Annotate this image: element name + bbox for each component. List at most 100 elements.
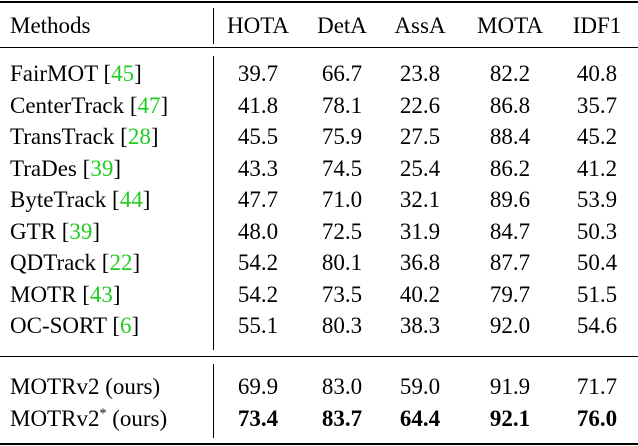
value-cell: 72.5	[321, 218, 363, 244]
value-cell: 71.7	[576, 374, 618, 399]
value-cell: 51.5	[576, 281, 618, 307]
table-row: TransTrack [28] 45.5 75.9 27.5 88.4 45.2	[0, 121, 638, 152]
method-cell: MOTRv2* (ours)	[10, 403, 167, 434]
bottom-rule	[0, 443, 638, 445]
citation: [6]	[112, 313, 140, 338]
value-cell: 88.4	[489, 124, 531, 149]
value-cell: 45.2	[576, 124, 618, 149]
table-row: FairMOT [45] 39.7 66.7 23.8 82.2 40.8	[0, 58, 638, 89]
table-row: MOTRv2 (ours) 69.9 83.0 59.0 91.9 71.7	[0, 371, 638, 402]
citation: [45]	[103, 61, 142, 86]
value-cell: 41.2	[576, 155, 618, 181]
citation: [39]	[61, 218, 101, 244]
table-row: GTR [39] 48.0 72.5 31.9 84.7 50.3	[0, 216, 638, 247]
value-cell: 89.6	[489, 187, 531, 212]
value-cell: 35.7	[576, 92, 618, 118]
method-note: (ours)	[105, 374, 161, 399]
value-cell: 47.7	[237, 187, 279, 212]
value-cell: 92.1	[489, 406, 531, 431]
method-name: TransTrack	[10, 124, 115, 149]
method-name: MOTRv2	[10, 374, 100, 399]
method-cell: MOTRv2 (ours)	[10, 371, 160, 402]
value-cell: 48.0	[237, 218, 279, 244]
value-cell: 80.1	[321, 250, 363, 275]
value-cell: 40.8	[576, 61, 618, 86]
citation: [44]	[112, 187, 151, 212]
value-cell: 53.9	[576, 187, 618, 212]
value-cell: 38.3	[399, 313, 441, 338]
citation: [22]	[101, 250, 141, 275]
value-cell: 36.8	[399, 250, 441, 275]
value-cell: 22.6	[399, 92, 441, 118]
group-rule	[0, 356, 638, 357]
header-cell: Methods	[10, 13, 91, 38]
value-cell: 39.7	[237, 61, 279, 86]
method-name: QDTrack	[10, 250, 97, 275]
column-divider	[213, 56, 214, 350]
value-cell: 54.2	[237, 281, 279, 307]
table-row: QDTrack [22] 54.2 80.1 36.8 87.7 50.4	[0, 247, 638, 278]
method-name: GTR	[10, 218, 56, 244]
header-cell: AssA	[394, 13, 446, 38]
value-cell: 76.0	[576, 406, 618, 431]
value-cell: 54.2	[237, 250, 279, 275]
top-rule	[0, 1, 638, 3]
method-cell: OC-SORT [6]	[10, 310, 139, 341]
value-cell: 75.9	[321, 124, 363, 149]
method-cell: GTR [39]	[10, 216, 100, 247]
value-cell: 87.7	[489, 250, 531, 275]
method-cell: ByteTrack [44]	[10, 184, 150, 215]
column-divider	[213, 8, 214, 44]
citation: [47]	[129, 92, 169, 118]
value-cell: 59.0	[399, 374, 441, 399]
value-cell: 45.5	[237, 124, 279, 149]
value-cell: 92.0	[489, 313, 531, 338]
header-rule	[0, 47, 638, 48]
value-cell: 50.4	[576, 250, 618, 275]
value-cell: 83.7	[321, 406, 363, 431]
method-name: OC-SORT	[10, 313, 107, 338]
method-name: ByteTrack	[10, 187, 107, 212]
table-row: OC-SORT [6] 55.1 80.3 38.3 92.0 54.6	[0, 310, 638, 341]
value-cell: 69.9	[237, 374, 279, 399]
header-cell: DetA	[317, 13, 367, 38]
method-cell: TransTrack [28]	[10, 121, 158, 152]
value-cell: 64.4	[399, 406, 441, 431]
value-cell: 32.1	[399, 187, 441, 212]
table-row: TraDes [39] 43.3 74.5 25.4 86.2 41.2	[0, 153, 638, 184]
table-row: MOTRv2* (ours) 73.4 83.7 64.4 92.1 76.0	[0, 403, 638, 434]
value-cell: 79.7	[489, 281, 531, 307]
method-cell: TraDes [39]	[10, 153, 121, 184]
value-cell: 73.5	[321, 281, 363, 307]
value-cell: 74.5	[321, 155, 363, 181]
value-cell: 82.2	[489, 61, 531, 86]
value-cell: 40.2	[399, 281, 441, 307]
value-cell: 86.8	[489, 92, 531, 118]
value-cell: 71.0	[321, 187, 363, 212]
method-cell: QDTrack [22]	[10, 247, 140, 278]
value-cell: 80.3	[321, 313, 363, 338]
header-cell: HOTA	[226, 13, 290, 38]
method-name: MOTRv2	[10, 406, 100, 431]
value-cell: 43.3	[237, 155, 279, 181]
header-cell: MOTA	[477, 13, 543, 38]
value-cell: 27.5	[399, 124, 441, 149]
table-row: ByteTrack [44] 47.7 71.0 32.1 89.6 53.9	[0, 184, 638, 215]
table-row: MOTR [43] 54.2 73.5 40.2 79.7 51.5	[0, 279, 638, 310]
method-name: FairMOT	[10, 61, 98, 86]
header-row: Methods HOTA DetA AssA MOTA IDF1	[0, 10, 638, 41]
method-name: TraDes	[10, 155, 77, 181]
value-cell: 78.1	[321, 92, 363, 118]
citation: [39]	[82, 155, 121, 181]
value-cell: 25.4	[399, 155, 441, 181]
value-cell: 86.2	[489, 155, 531, 181]
column-divider	[213, 364, 214, 438]
value-cell: 41.8	[237, 92, 279, 118]
method-mark: *	[99, 406, 107, 422]
value-cell: 66.7	[321, 61, 363, 86]
citation: [28]	[120, 124, 159, 149]
method-cell: MOTR [43]	[10, 279, 121, 310]
method-name: CenterTrack	[10, 92, 125, 118]
value-cell: 84.7	[489, 218, 531, 244]
value-cell: 55.1	[237, 313, 279, 338]
